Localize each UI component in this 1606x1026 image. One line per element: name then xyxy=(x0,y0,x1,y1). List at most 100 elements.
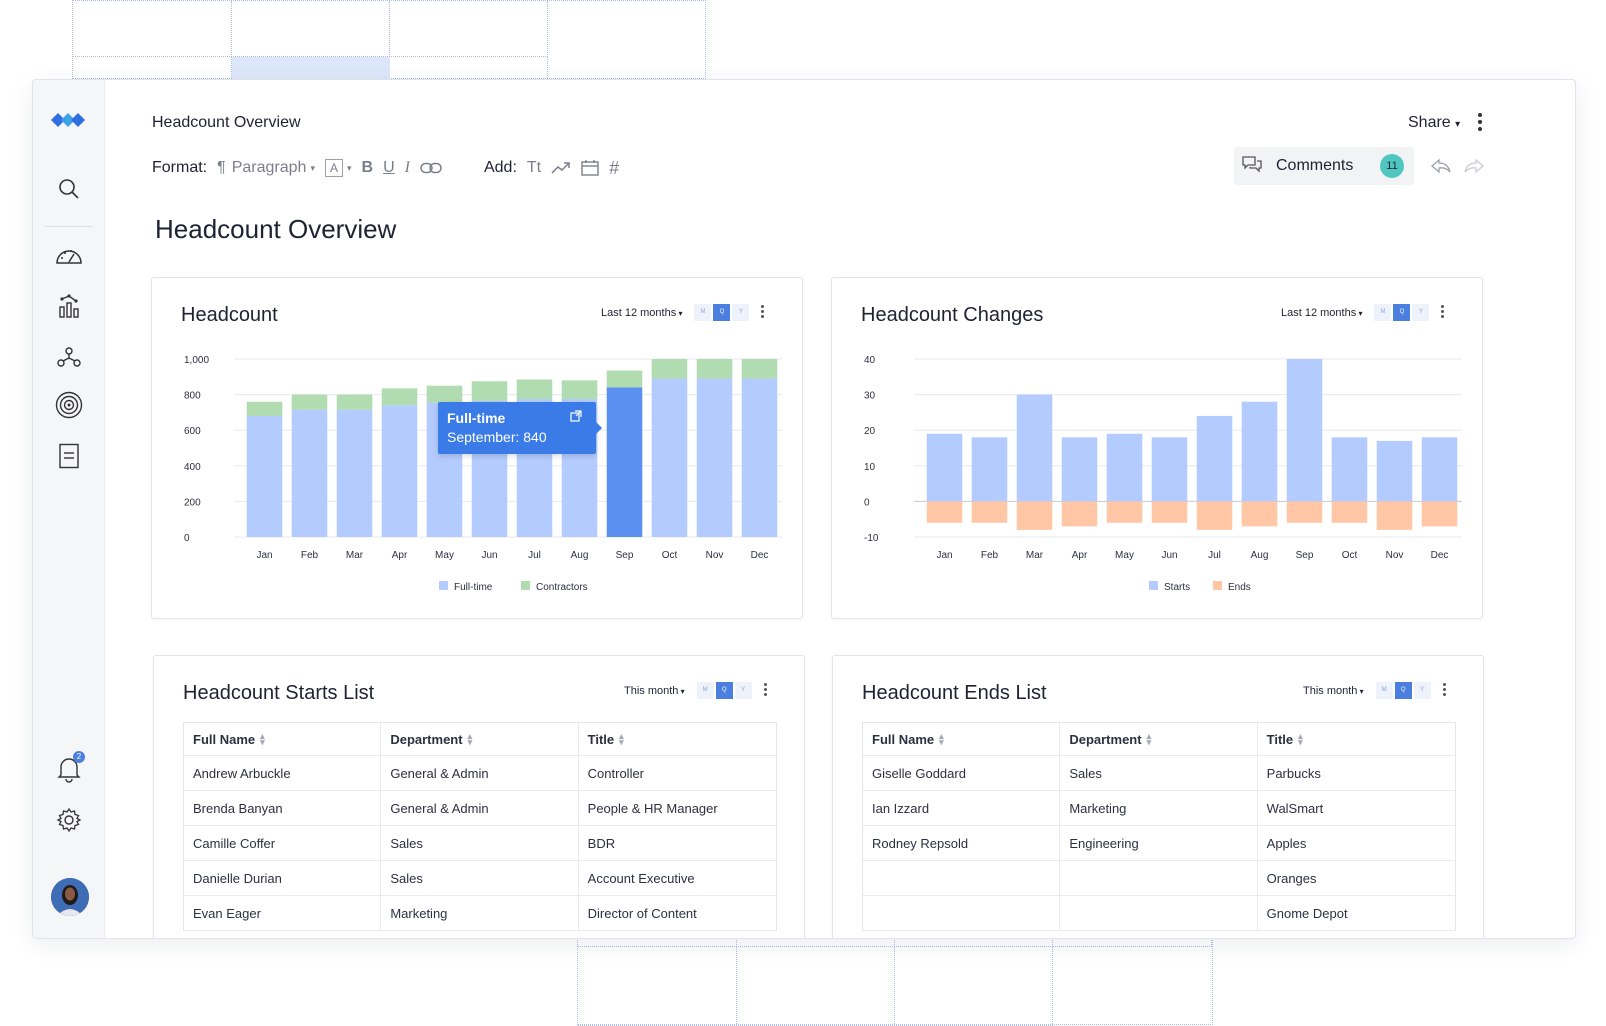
document-icon[interactable] xyxy=(55,442,83,470)
card-more-icon[interactable] xyxy=(1442,683,1447,698)
table-row[interactable]: Andrew Arbuckle General & Admin Controll… xyxy=(184,756,776,791)
text-tool-icon[interactable]: Tt xyxy=(526,159,542,176)
table-row[interactable]: Evan Eager Marketing Director of Content xyxy=(184,896,776,931)
granularity-month[interactable]: M xyxy=(696,682,714,699)
table-row[interactable]: Gnome Depot xyxy=(863,896,1455,931)
y-tick-label: 400 xyxy=(184,462,201,473)
more-options-icon[interactable] xyxy=(1477,113,1483,135)
sidebar-divider xyxy=(45,226,93,227)
granularity-year[interactable]: Y xyxy=(1412,304,1430,321)
underline-icon[interactable]: U xyxy=(383,159,395,176)
bar-ends xyxy=(1151,501,1188,523)
granularity-month[interactable]: M xyxy=(694,304,712,321)
paragraph-label: Paragraph xyxy=(231,159,307,176)
share-button[interactable]: Share ▾ xyxy=(1408,114,1460,132)
settings-gear-icon[interactable] xyxy=(55,806,83,834)
granularity-year[interactable]: Y xyxy=(734,682,752,699)
search-icon[interactable] xyxy=(55,175,83,203)
format-label: Format: xyxy=(152,159,208,176)
period-dropdown[interactable]: Last 12 months xyxy=(601,307,682,319)
x-tick-label: Sep xyxy=(616,550,634,561)
legend-swatch xyxy=(1149,581,1158,590)
x-tick-label: Apr xyxy=(392,550,408,561)
bar-contractors xyxy=(426,385,463,403)
bar-ends xyxy=(1196,501,1233,530)
bell-icon[interactable]: 2 xyxy=(55,751,85,783)
link-icon[interactable] xyxy=(420,162,442,174)
add-label: Add: xyxy=(483,159,517,176)
chevron-down-icon: ▾ xyxy=(1455,119,1461,130)
cell-title: People & HR Manager xyxy=(587,800,718,816)
column-header-department[interactable]: Department ▴ ▾ xyxy=(381,723,579,755)
card-more-icon[interactable] xyxy=(763,683,768,698)
target-icon[interactable] xyxy=(55,391,83,419)
y-tick-label: 40 xyxy=(864,355,876,366)
granularity-quarter[interactable]: Q xyxy=(715,682,733,699)
headcount-bar-chart: 0 200 400 600 800 1,000 Jan Feb Mar Apr May Jun Jul A… xyxy=(184,355,782,593)
share-label: Share xyxy=(1408,114,1451,131)
bold-icon[interactable]: B xyxy=(361,159,374,176)
bar-fulltime xyxy=(606,387,643,537)
sort-icon: ▴ ▾ xyxy=(939,731,944,747)
x-tick-label: Sep xyxy=(1296,550,1314,561)
column-header-title[interactable]: Title ▴ ▾ xyxy=(587,731,624,747)
headcount-chart-card: Headcount Last 12 months M Q Y 0 200 400 60… xyxy=(151,277,803,619)
hashtag-icon[interactable]: # xyxy=(609,157,620,178)
bar-fulltime xyxy=(741,378,778,537)
sort-icon: ▴ ▾ xyxy=(1146,731,1152,747)
granularity-toggle: M Q Y xyxy=(694,304,751,321)
dashboard-gauge-icon[interactable] xyxy=(55,242,83,270)
table-row[interactable]: Brenda Banyan General & Admin People & H… xyxy=(184,791,776,826)
sidebar: 2 xyxy=(33,80,105,938)
cell-title: Apples xyxy=(1266,835,1307,851)
granularity-year[interactable]: Y xyxy=(732,304,750,321)
logo-icon[interactable] xyxy=(49,106,89,134)
org-network-icon[interactable] xyxy=(55,343,83,371)
period-dropdown[interactable]: This month xyxy=(624,685,685,697)
redo-icon[interactable] xyxy=(1463,158,1485,174)
granularity-month[interactable]: M xyxy=(1375,682,1393,699)
table-row[interactable]: Oranges xyxy=(863,861,1455,896)
granularity-year[interactable]: Y xyxy=(1413,682,1431,699)
user-avatar[interactable] xyxy=(51,878,89,916)
card-controls: Last 12 months M Q Y xyxy=(601,304,765,321)
calendar-icon[interactable] xyxy=(581,160,599,176)
legend-label: Full-time xyxy=(454,582,493,593)
italic-icon[interactable]: I xyxy=(404,159,410,176)
bar-starts xyxy=(1061,437,1098,502)
column-header-department[interactable]: Department ▴ ▾ xyxy=(1060,723,1258,755)
x-tick-label: Oct xyxy=(662,550,678,561)
table-row[interactable]: Ian Izzard Marketing WalSmart xyxy=(863,791,1455,826)
page-title: Headcount Overview xyxy=(155,214,397,244)
x-tick-label: Jan xyxy=(256,550,272,561)
x-tick-label: Oct xyxy=(1342,550,1358,561)
paragraph-style-dropdown[interactable]: ¶ Paragraph ▾ xyxy=(217,159,315,177)
comments-button[interactable]: Comments 11 xyxy=(1234,147,1414,185)
analytics-chart-icon[interactable] xyxy=(55,292,83,320)
table-row[interactable]: Giselle Goddard Sales Parbucks xyxy=(863,756,1455,791)
period-dropdown[interactable]: This month xyxy=(1303,685,1364,697)
card-more-icon[interactable] xyxy=(1441,305,1445,320)
app-window: 2 Headcount Overview Share ▾ Format: ¶ P… xyxy=(32,79,1576,939)
table-row[interactable]: Rodney Repsold Engineering Apples xyxy=(863,826,1455,861)
granularity-quarter[interactable]: Q xyxy=(1393,304,1411,321)
headcount-changes-card: Headcount Changes Last 12 months M Q Y -… xyxy=(831,277,1483,619)
undo-icon[interactable] xyxy=(1430,158,1452,174)
column-header-full-name[interactable]: Full Name ▴ ▾ xyxy=(184,723,382,755)
trend-chart-icon[interactable] xyxy=(551,161,571,175)
x-tick-label: Nov xyxy=(706,550,724,561)
granularity-quarter[interactable]: Q xyxy=(1394,682,1412,699)
font-color-dropdown[interactable]: A ▾ xyxy=(324,159,352,177)
card-more-icon[interactable] xyxy=(761,305,765,320)
card-title: Headcount Changes xyxy=(861,304,1044,326)
granularity-quarter[interactable]: Q xyxy=(713,304,731,321)
table-row[interactable]: Danielle Durian Sales Account Executive xyxy=(184,861,776,896)
column-header-full-name[interactable]: Full Name ▴ ▾ xyxy=(863,723,1061,755)
granularity-month[interactable]: M xyxy=(1374,304,1392,321)
x-tick-label: Aug xyxy=(571,550,589,561)
table-row[interactable]: Camille Coffer Sales BDR xyxy=(184,826,776,861)
column-header-title[interactable]: Title ▴ ▾ xyxy=(1266,731,1303,747)
period-dropdown[interactable]: Last 12 months xyxy=(1281,307,1362,319)
open-external-icon[interactable] xyxy=(570,409,582,427)
y-tick-label: 20 xyxy=(864,426,876,437)
